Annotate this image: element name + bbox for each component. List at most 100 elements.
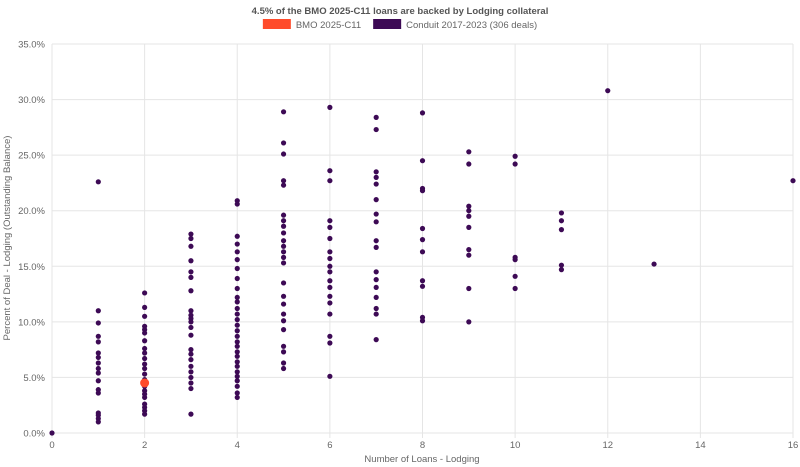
x-tick-label: 12 [602, 440, 613, 451]
conduit-point [280, 343, 287, 349]
legend-label: BMO 2025-C11 [296, 20, 361, 31]
conduit-point [466, 161, 472, 167]
conduit-point [512, 285, 518, 292]
conduit-point [234, 390, 240, 396]
conduit-point [280, 349, 287, 355]
conduit-point [512, 273, 518, 279]
conduit-point [373, 174, 379, 180]
conduit-point [234, 311, 240, 317]
conduit-point [142, 345, 148, 352]
conduit-point [188, 269, 194, 275]
conduit-point [234, 378, 240, 384]
conduit-point [558, 210, 565, 216]
x-tick-label: 2 [142, 440, 147, 451]
conduit-point [188, 288, 194, 294]
conduit-point [188, 357, 194, 363]
conduit-point [188, 243, 194, 249]
conduit-point [234, 265, 240, 272]
conduit-point [234, 333, 240, 339]
conduit-point [327, 249, 333, 255]
conduit-point [142, 290, 148, 296]
conduit-point [142, 394, 148, 401]
conduit-point [373, 114, 379, 120]
x-axis-ticks: 0 2 4 6 8 10 12 14 16 [49, 440, 798, 451]
conduit-point [327, 293, 333, 299]
conduit-point [466, 224, 472, 230]
conduit-point [373, 169, 379, 175]
conduit-point [280, 140, 287, 146]
conduit-point [95, 370, 101, 376]
conduit-point [234, 339, 240, 345]
conduit-point [95, 320, 101, 326]
conduit-point [95, 179, 101, 185]
conduit-point [327, 340, 333, 346]
conduit-point [49, 430, 55, 436]
conduit-point [327, 218, 333, 224]
conduit-point [188, 380, 194, 386]
conduit-point [188, 258, 194, 264]
y-tick-label: 25.0% [18, 151, 45, 162]
conduit-point [280, 360, 287, 366]
conduit-point [95, 339, 101, 345]
conduit-point [512, 161, 518, 167]
conduit-point [280, 212, 287, 218]
conduit-point [234, 233, 240, 239]
conduit-point [373, 219, 379, 225]
conduit-point [373, 337, 379, 343]
conduit-point [234, 328, 240, 334]
x-tick-label: 16 [788, 440, 799, 451]
conduit-point [95, 419, 101, 425]
conduit-point [280, 280, 287, 286]
y-axis-ticks: 0.0% 5.0% 10.0% 15.0% 20.0% 25.0% 30.0% 35.0% [18, 40, 45, 440]
y-tick-label: 30.0% [18, 95, 45, 106]
conduit-point [327, 333, 333, 339]
legend-swatch [262, 19, 291, 29]
conduit-point [373, 197, 379, 203]
conduit-point [651, 261, 657, 267]
conduit-point [280, 218, 287, 224]
conduit-point [419, 278, 426, 284]
conduit-point [373, 277, 379, 283]
conduit-point [419, 318, 426, 324]
conduit-point [234, 349, 240, 355]
conduit-point [605, 88, 611, 94]
y-tick-label: 10.0% [18, 317, 45, 328]
conduit-point [280, 293, 287, 299]
conduit-point [234, 359, 240, 365]
conduit-point [466, 203, 472, 209]
legend: BMO 2025-C11 Conduit 2017-2023 (306 deals… [262, 19, 537, 31]
conduit-point [373, 294, 379, 301]
conduit-point [280, 311, 287, 317]
conduit-point [280, 238, 287, 244]
conduit-point [280, 327, 287, 333]
conduit-point [558, 262, 565, 268]
conduit-point [280, 182, 287, 188]
conduit-point [790, 178, 796, 184]
conduit-point [188, 351, 194, 357]
conduit-point [558, 227, 565, 233]
x-axis-title: Number of Loans - Lodging [364, 454, 479, 465]
conduit-point [280, 254, 287, 260]
x-tick-label: 8 [420, 440, 425, 451]
conduit-point [419, 158, 426, 164]
conduit-point [466, 285, 472, 292]
legend-label: Conduit 2017-2023 (306 deals) [406, 20, 537, 31]
x-tick-label: 10 [510, 440, 521, 451]
conduit-point [234, 241, 240, 247]
conduit-point [373, 181, 379, 187]
conduit-point [142, 411, 148, 417]
conduit-point [142, 365, 148, 372]
conduit-point [327, 235, 333, 242]
conduit-point [466, 149, 472, 155]
conduit-point [466, 319, 472, 325]
conduit-point [234, 285, 240, 292]
conduit-point [280, 243, 287, 249]
conduit-point [419, 283, 426, 289]
conduit-point [142, 371, 148, 377]
y-tick-label: 5.0% [23, 373, 45, 384]
conduit-point [466, 247, 472, 253]
conduit-point [188, 235, 194, 242]
conduit-point [373, 211, 379, 217]
conduit-point [188, 332, 194, 338]
conduit-point [327, 224, 333, 230]
